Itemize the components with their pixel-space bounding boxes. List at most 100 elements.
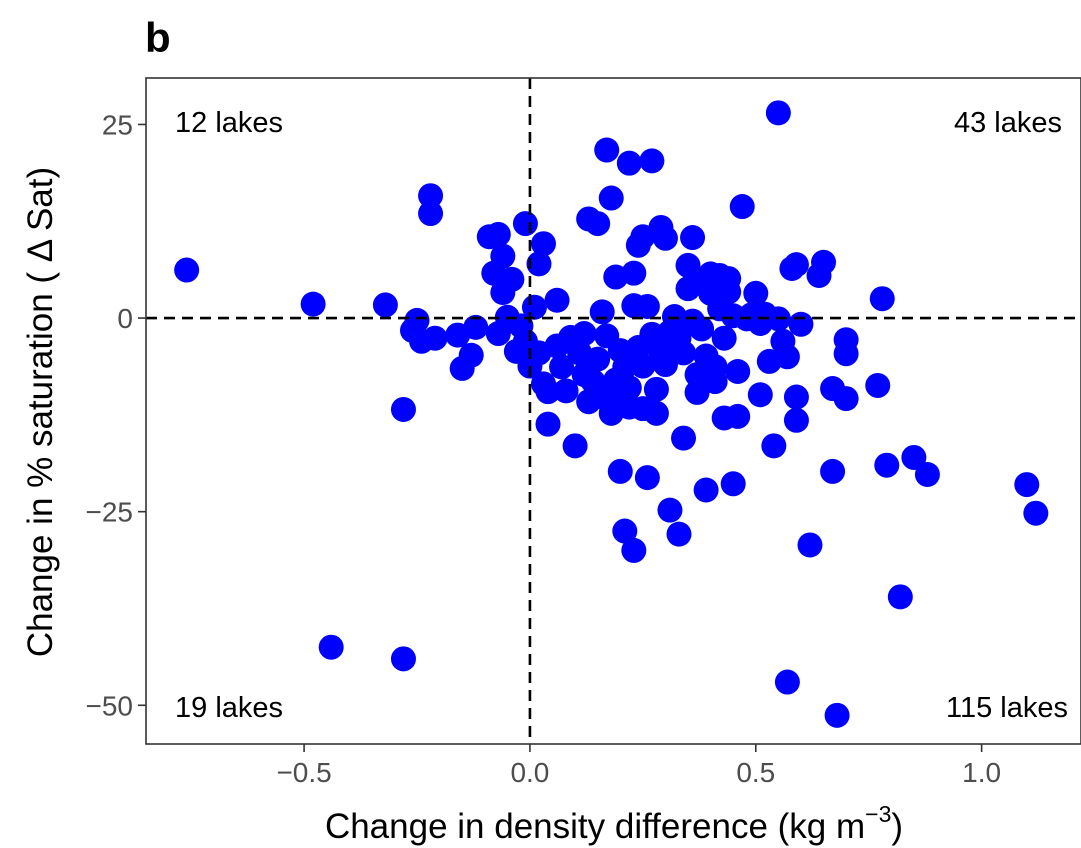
data-point bbox=[598, 185, 624, 211]
annotation-bottom-right: 115 lakes bbox=[946, 692, 1068, 724]
data-point bbox=[616, 375, 642, 401]
data-point bbox=[535, 411, 561, 437]
data-point bbox=[783, 407, 809, 433]
data-point bbox=[594, 137, 620, 163]
data-point bbox=[535, 379, 561, 405]
data-point bbox=[463, 314, 489, 340]
data-point bbox=[544, 287, 570, 313]
data-point bbox=[824, 702, 850, 728]
data-point bbox=[372, 292, 398, 318]
data-point bbox=[616, 150, 642, 176]
data-point bbox=[1023, 500, 1049, 526]
y-axis: −50 −25 0 25 bbox=[86, 109, 146, 721]
x-axis: −0.5 0.0 0.5 1.0 bbox=[276, 744, 1001, 788]
data-point bbox=[300, 291, 326, 317]
data-point bbox=[390, 646, 416, 672]
data-point bbox=[725, 359, 751, 385]
data-point bbox=[634, 293, 660, 319]
data-point bbox=[797, 532, 823, 558]
data-point bbox=[765, 100, 791, 126]
data-point bbox=[774, 669, 800, 695]
annotation-top-left: 12 lakes bbox=[175, 107, 283, 139]
x-axis-title-close: ) bbox=[891, 807, 903, 846]
data-point bbox=[833, 386, 859, 412]
data-point bbox=[774, 344, 800, 370]
panel-label: b bbox=[145, 14, 171, 61]
data-point bbox=[521, 294, 547, 320]
y-tick-label: −25 bbox=[86, 497, 134, 528]
plot-panel-border bbox=[145, 77, 1081, 745]
annotation-bottom-left: 19 lakes bbox=[175, 692, 283, 724]
y-tick-label: 25 bbox=[102, 109, 133, 140]
data-point bbox=[914, 462, 940, 488]
data-point bbox=[820, 458, 846, 484]
y-tick-label: −50 bbox=[86, 690, 134, 721]
data-point bbox=[571, 321, 597, 347]
data-point bbox=[666, 521, 692, 547]
data-point bbox=[783, 384, 809, 410]
data-point bbox=[612, 354, 638, 380]
x-tick-label: 0.5 bbox=[736, 757, 775, 788]
data-point bbox=[390, 396, 416, 422]
data-point bbox=[657, 497, 683, 523]
x-axis-title-superscript: −3 bbox=[865, 801, 891, 827]
data-point bbox=[549, 354, 575, 380]
data-point bbox=[747, 382, 773, 408]
data-point bbox=[643, 400, 669, 426]
data-point bbox=[788, 311, 814, 337]
data-point bbox=[711, 325, 737, 351]
data-point bbox=[458, 342, 484, 368]
data-point bbox=[585, 346, 611, 372]
data-point bbox=[562, 433, 588, 459]
points-layer bbox=[174, 100, 1049, 728]
data-point bbox=[743, 280, 769, 306]
data-point bbox=[901, 444, 927, 470]
data-point bbox=[652, 352, 678, 378]
data-point bbox=[612, 518, 638, 544]
data-point bbox=[526, 251, 552, 277]
data-point bbox=[680, 225, 706, 251]
data-point bbox=[553, 378, 579, 404]
x-tick-label: 1.0 bbox=[962, 757, 1001, 788]
data-point bbox=[652, 225, 678, 251]
data-point bbox=[671, 340, 697, 366]
data-point bbox=[1014, 472, 1040, 498]
x-axis-title-main: Change in density difference (kg m bbox=[325, 807, 865, 846]
data-point bbox=[607, 458, 633, 484]
data-point bbox=[422, 325, 448, 351]
x-tick-label: 0.0 bbox=[510, 757, 549, 788]
data-point bbox=[811, 249, 837, 275]
data-point bbox=[318, 634, 344, 660]
data-point bbox=[720, 471, 746, 497]
data-point bbox=[716, 266, 742, 292]
x-tick-label: −0.5 bbox=[276, 757, 331, 788]
data-point bbox=[833, 341, 859, 367]
data-point bbox=[783, 252, 809, 278]
data-point bbox=[725, 403, 751, 429]
y-tick-label: 0 bbox=[117, 303, 133, 334]
data-point bbox=[630, 353, 656, 379]
data-point bbox=[729, 194, 755, 220]
data-point bbox=[485, 221, 511, 247]
data-point bbox=[418, 183, 444, 209]
data-point bbox=[634, 465, 660, 491]
data-point bbox=[689, 316, 715, 342]
x-axis-title: Change in density difference (kg m−3) bbox=[325, 801, 903, 846]
y-axis-title: Change in % saturation ( Δ Sat) bbox=[21, 167, 60, 657]
data-point bbox=[702, 354, 728, 380]
data-point bbox=[693, 477, 719, 503]
data-point bbox=[530, 231, 556, 257]
data-point bbox=[585, 211, 611, 237]
data-point bbox=[865, 372, 891, 398]
data-point bbox=[887, 584, 913, 610]
data-point bbox=[684, 379, 710, 405]
data-point bbox=[589, 299, 615, 325]
data-point bbox=[499, 266, 525, 292]
data-point bbox=[621, 537, 647, 563]
data-point bbox=[508, 313, 534, 339]
data-point bbox=[874, 452, 900, 478]
data-point bbox=[761, 433, 787, 459]
data-point bbox=[485, 321, 511, 347]
data-point bbox=[174, 257, 200, 283]
